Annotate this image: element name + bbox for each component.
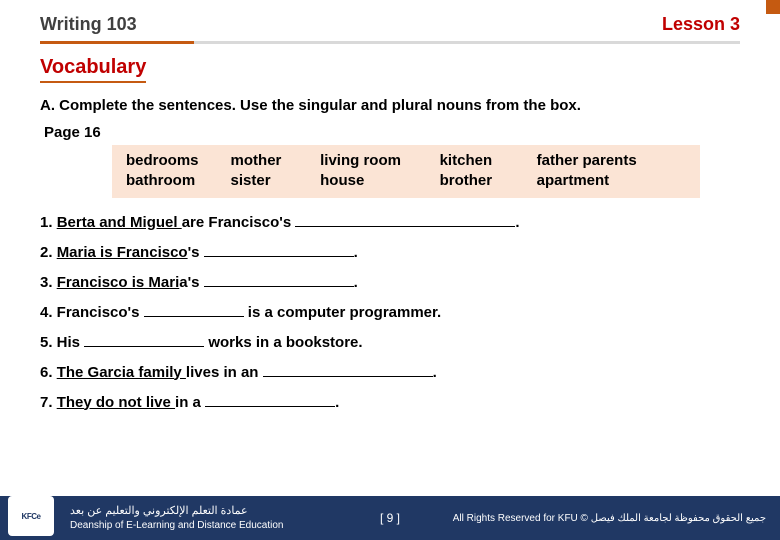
s-text: 's [188,244,204,261]
blank [263,362,433,377]
word-cell: house [320,171,439,191]
sentences: 1. Berta and Miguel are Francisco's . 2.… [40,208,740,418]
word-cell: bedrooms [126,151,231,171]
page-number: [ 9 ] [380,511,400,525]
logo-text: KFCe [22,512,41,521]
s-text: . [515,214,519,231]
header: Writing 103 Lesson 3 [0,0,780,41]
lesson-number: Lesson 3 [662,14,740,35]
sentence-5: 5. His works in a bookstore. [40,328,740,358]
sentence-6: 6. The Garcia family lives in an . [40,358,740,388]
word-cell: mother [231,151,321,171]
word-cell: sister [231,171,321,191]
sentence-2: 2. Maria is Francisco's . [40,238,740,268]
s-subject: Maria is Francisco [57,244,188,261]
s-text: 5. His [40,334,84,351]
kfu-logo: KFCe [8,496,54,536]
blank [204,242,354,257]
word-cell: apartment [537,171,686,191]
footer-rights: جميع الحقوق محفوظة لجامعة الملك فيصل © A… [453,513,766,524]
word-cell: father parents [537,151,686,171]
word-row-2: bathroom sister house brother apartment [126,171,686,191]
s-text: 2. [40,244,57,261]
s-text: works in a bookstore. [204,334,362,351]
s-text: lives in an [186,364,263,381]
word-cell: kitchen [440,151,537,171]
dept-arabic: عمادة التعلم الإلكتروني والتعليم عن بعد [70,504,283,518]
blank [204,272,354,287]
instructions: A. Complete the sentences. Use the singu… [40,97,740,114]
word-cell: brother [440,171,537,191]
footer: KFCe عمادة التعلم الإلكتروني والتعليم عن… [0,496,780,540]
s-text: are Francisco's [182,214,296,231]
word-cell: living room [320,151,439,171]
s-text: . [335,394,339,411]
s-subject: They do not live [57,394,175,411]
header-underline [40,41,740,44]
s-text: . [433,364,437,381]
s-text: 6. [40,364,57,381]
blank [205,392,335,407]
sentence-4: 4. Francisco's is a computer programmer. [40,298,740,328]
sentence-7: 7. They do not live in a . [40,388,740,418]
blank [144,302,244,317]
s-subject: The Garcia family [57,364,186,381]
s-text: 4. Francisco's [40,304,144,321]
s-subject: Francisco is Mari [57,274,180,291]
course-title: Writing 103 [40,14,137,35]
sentence-1: 1. Berta and Miguel are Francisco's . [40,208,740,238]
blank [84,332,204,347]
word-box: bedrooms mother living room kitchen fath… [112,145,700,198]
page-reference: Page 16 [44,124,740,141]
s-text: in a [175,394,205,411]
s-text: 3. [40,274,57,291]
s-text: 7. [40,394,57,411]
word-row-1: bedrooms mother living room kitchen fath… [126,151,686,171]
section-title: Vocabulary [40,56,146,83]
footer-dept: عمادة التعلم الإلكتروني والتعليم عن بعد … [70,504,283,531]
s-text: . [354,274,358,291]
corner-accent [766,0,780,14]
word-cell: bathroom [126,171,231,191]
blank [295,212,515,227]
s-subject: Berta and Miguel [57,214,182,231]
s-text: 1. [40,214,57,231]
s-text: a's [179,274,203,291]
dept-english: Deanship of E-Learning and Distance Educ… [70,519,283,532]
sentence-3: 3. Francisco is Maria's . [40,268,740,298]
s-text: is a computer programmer. [244,304,442,321]
s-text: . [354,244,358,261]
